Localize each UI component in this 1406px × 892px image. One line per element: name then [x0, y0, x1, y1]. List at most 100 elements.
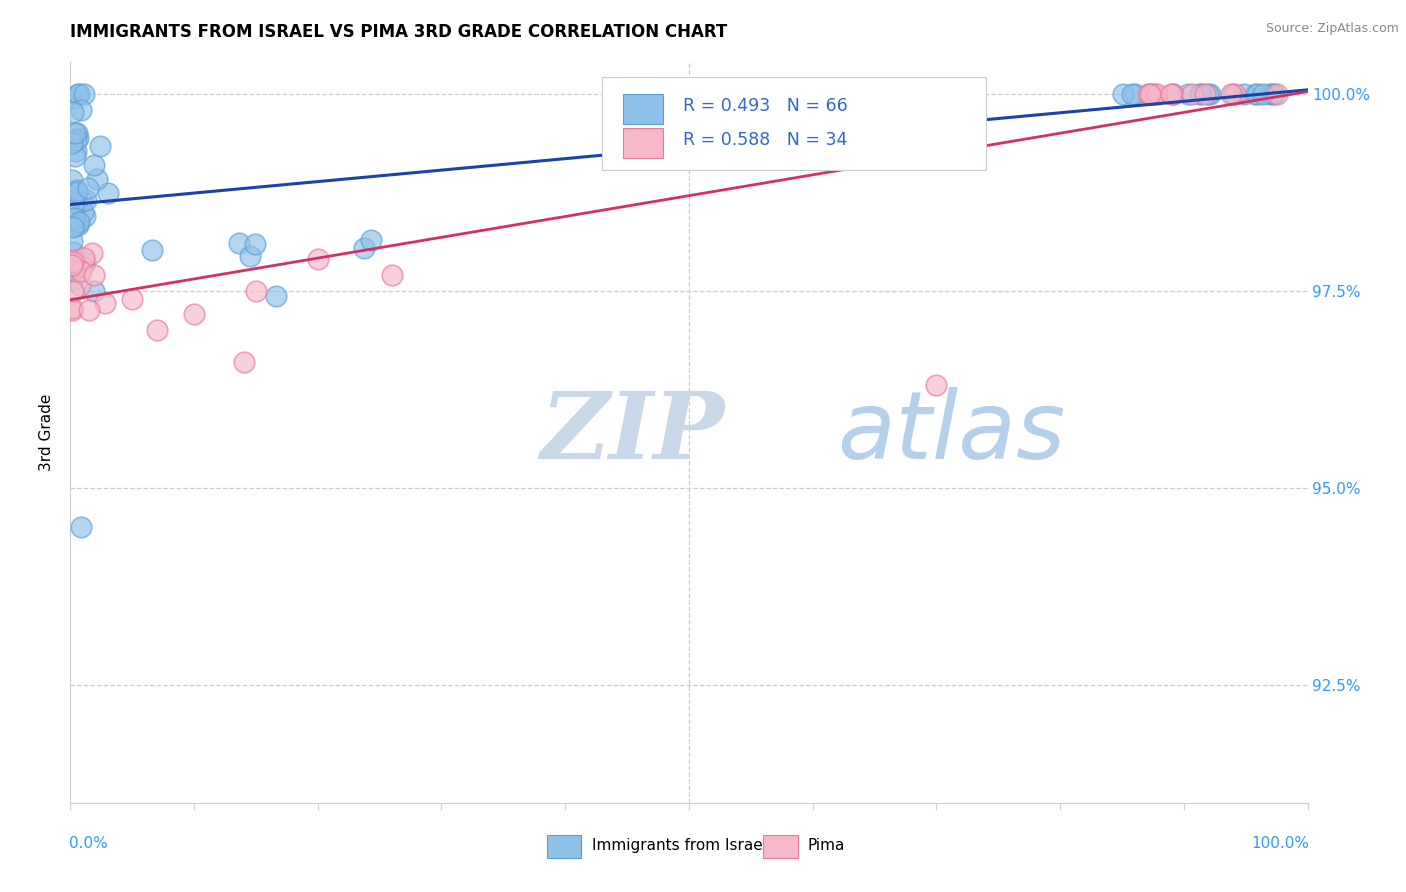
- Point: [62, 284, 84, 298]
- Point: [66, 87, 89, 101]
- Point: [264, 289, 287, 303]
- Point: [141, 243, 163, 257]
- Point: [232, 355, 254, 369]
- Point: [1146, 87, 1168, 101]
- Point: [70, 259, 93, 273]
- Point: [70, 520, 93, 534]
- Point: [146, 323, 169, 337]
- Point: [77, 303, 100, 318]
- Point: [63, 211, 86, 225]
- Point: [62, 264, 84, 278]
- Point: [70, 103, 93, 118]
- Point: [83, 284, 105, 298]
- FancyBboxPatch shape: [602, 78, 986, 169]
- Point: [67, 87, 90, 101]
- Point: [1222, 87, 1244, 101]
- Point: [86, 172, 108, 186]
- Point: [72, 205, 94, 219]
- Point: [89, 138, 111, 153]
- Point: [1177, 87, 1199, 101]
- Point: [62, 255, 84, 269]
- Point: [353, 241, 375, 255]
- Point: [1251, 87, 1274, 101]
- Text: Pima: Pima: [807, 838, 845, 854]
- Point: [381, 268, 404, 282]
- Point: [1194, 87, 1216, 101]
- Point: [62, 104, 84, 119]
- FancyBboxPatch shape: [763, 835, 797, 858]
- Point: [62, 253, 84, 268]
- Point: [1197, 87, 1219, 101]
- Text: R = 0.493   N = 66: R = 0.493 N = 66: [683, 97, 848, 115]
- Point: [60, 136, 83, 150]
- Point: [1199, 87, 1222, 101]
- Point: [65, 144, 87, 158]
- Point: [97, 186, 120, 201]
- Point: [73, 254, 96, 268]
- Text: R = 0.588   N = 34: R = 0.588 N = 34: [683, 131, 848, 149]
- Point: [1223, 87, 1246, 101]
- Point: [66, 126, 89, 140]
- Point: [67, 218, 90, 232]
- Point: [1261, 87, 1284, 101]
- Point: [65, 133, 87, 147]
- Point: [1137, 87, 1160, 101]
- Point: [925, 378, 948, 392]
- Point: [1233, 87, 1256, 101]
- Point: [67, 215, 90, 229]
- Point: [1189, 87, 1212, 101]
- Point: [62, 195, 84, 210]
- Point: [183, 308, 205, 322]
- Text: Immigrants from Israel: Immigrants from Israel: [592, 838, 768, 854]
- Point: [63, 218, 86, 232]
- Point: [60, 234, 83, 248]
- Point: [65, 183, 87, 197]
- Point: [75, 193, 97, 207]
- Point: [1246, 87, 1268, 101]
- Point: [1163, 87, 1185, 101]
- Point: [307, 252, 329, 267]
- Text: IMMIGRANTS FROM ISRAEL VS PIMA 3RD GRADE CORRELATION CHART: IMMIGRANTS FROM ISRAEL VS PIMA 3RD GRADE…: [70, 23, 727, 41]
- Point: [1181, 87, 1204, 101]
- Point: [66, 256, 89, 270]
- Text: 0.0%: 0.0%: [69, 836, 108, 851]
- Point: [60, 258, 83, 272]
- Text: Source: ZipAtlas.com: Source: ZipAtlas.com: [1265, 22, 1399, 36]
- Text: 100.0%: 100.0%: [1251, 836, 1309, 851]
- FancyBboxPatch shape: [623, 95, 664, 124]
- Point: [1265, 87, 1288, 101]
- Point: [62, 245, 84, 260]
- Point: [66, 131, 89, 145]
- Point: [1143, 87, 1166, 101]
- Point: [60, 301, 83, 316]
- Text: ZIP: ZIP: [540, 388, 724, 477]
- Point: [1137, 87, 1160, 101]
- Point: [1142, 87, 1164, 101]
- Point: [1123, 87, 1146, 101]
- Point: [60, 303, 83, 318]
- Point: [1220, 87, 1243, 101]
- Point: [1139, 87, 1161, 101]
- Point: [228, 235, 250, 250]
- Point: [1160, 87, 1182, 101]
- Point: [1263, 87, 1285, 101]
- Point: [66, 196, 89, 211]
- Point: [360, 233, 382, 247]
- Point: [245, 284, 267, 298]
- Point: [82, 246, 104, 260]
- Point: [77, 180, 100, 194]
- Point: [1258, 87, 1281, 101]
- Point: [243, 236, 266, 251]
- Point: [63, 126, 86, 140]
- Point: [75, 209, 97, 223]
- Y-axis label: 3rd Grade: 3rd Grade: [39, 394, 55, 471]
- FancyBboxPatch shape: [623, 128, 664, 158]
- Point: [83, 158, 105, 172]
- Point: [1161, 87, 1184, 101]
- Point: [60, 91, 83, 105]
- Point: [239, 249, 262, 263]
- Point: [1244, 87, 1267, 101]
- Point: [70, 194, 93, 208]
- Text: atlas: atlas: [838, 387, 1066, 478]
- Point: [1188, 87, 1211, 101]
